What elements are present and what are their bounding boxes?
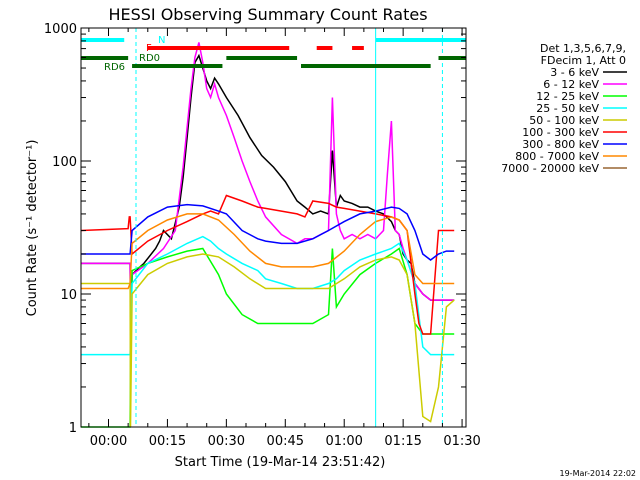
x-tick-label: 00:45 [267, 434, 304, 449]
series-line-3 [81, 235, 455, 356]
legend-entry-label-2: 12 - 25 keV [536, 90, 599, 103]
legend-entry-label-6: 300 - 800 keV [522, 138, 599, 151]
y-tick-label: 1 [69, 421, 77, 436]
series-line-0 [81, 53, 455, 324]
legend-entry-label-8: 7000 - 20000 keV [501, 162, 599, 175]
legend-entry-label-1: 6 - 12 keV [543, 78, 599, 91]
legend-entry-label-4: 50 - 100 keV [529, 114, 599, 127]
bar-label-rd6: RD6 [104, 62, 125, 73]
y-tick-label: 100 [52, 155, 77, 170]
y-tick-label: 10 [60, 288, 77, 303]
legend-entry-label-0: 3 - 6 keV [550, 66, 599, 79]
x-tick-label: 00:30 [208, 434, 245, 449]
x-axis-label: Start Time (19-Mar-14 23:51:42) [175, 455, 386, 470]
x-tick-label: 01:15 [384, 434, 421, 449]
series-line-2 [81, 247, 455, 428]
legend-header-line-0: Det 1,3,5,6,7,9, [540, 42, 626, 55]
series-line-1 [81, 42, 455, 335]
series-line-6 [81, 203, 455, 261]
series-line-4 [81, 253, 455, 428]
bar-label-f: F [146, 43, 152, 54]
bar-label-n: N [158, 35, 165, 46]
x-axis: 00:00 00:15 00:30 00:45 01:00 01:15 01:30 [88, 28, 481, 449]
chart-title: HESSI Observing Summary Count Rates [108, 5, 427, 24]
legend-entry-label-7: 800 - 7000 keV [515, 150, 599, 163]
y-axis-label: Count Rate (s⁻¹ detector⁻¹) [25, 140, 40, 317]
bar-label-rd0: RD0 [139, 53, 160, 64]
y-tick-label: 1000 [44, 22, 77, 37]
series-line-5 [80, 194, 455, 335]
x-tick-label: 01:30 [443, 434, 480, 449]
x-tick-label: 00:00 [90, 434, 127, 449]
series-line-7 [81, 213, 455, 290]
x-tick-label: 00:15 [149, 434, 186, 449]
plot-frame [80, 27, 467, 428]
timestamp-stamp: 19-Mar-2014 22:02 [560, 469, 637, 478]
legend-entry-label-3: 25 - 50 keV [536, 102, 599, 115]
x-tick-label: 01:00 [325, 434, 362, 449]
legend-entry-label-5: 100 - 300 keV [522, 126, 599, 139]
legend: Det 1,3,5,6,7,9,FDecim 1, Att 03 - 6 keV… [501, 42, 627, 175]
y-axis: 1 10 100 1000 [44, 22, 466, 436]
legend-header-line-1: FDecim 1, Att 0 [541, 54, 626, 67]
